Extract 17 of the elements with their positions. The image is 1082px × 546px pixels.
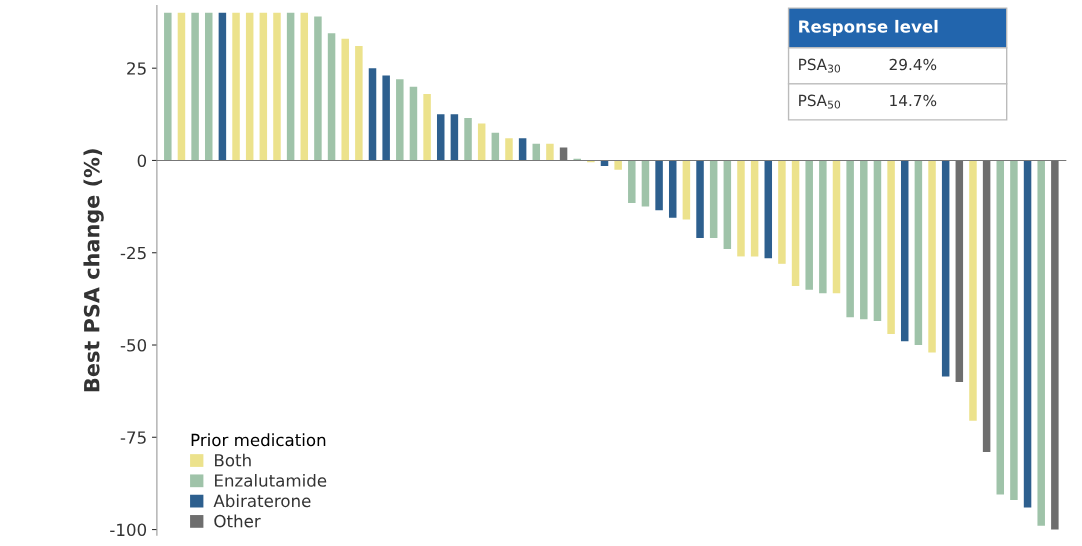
y-tick-label: -100 bbox=[110, 523, 147, 537]
y-tick-label: -25 bbox=[120, 246, 146, 260]
y-tick-label: 25 bbox=[127, 62, 146, 75]
legend-label: Abiraterone bbox=[213, 494, 311, 508]
y-tick-label: 0 bbox=[137, 154, 147, 168]
legend-label: Enzalutamide bbox=[215, 473, 327, 487]
legend-label: Both bbox=[215, 453, 251, 467]
legend-label: Other bbox=[214, 514, 261, 528]
annotation: PSA$_{50}$ bbox=[799, 94, 841, 109]
y-axis-title: Best PSA change (%) bbox=[83, 149, 104, 392]
annotation: 29.4% bbox=[889, 58, 937, 71]
legend-title: Prior medication bbox=[191, 433, 326, 447]
annotation: 14.7% bbox=[890, 94, 937, 107]
y-tick-label: -75 bbox=[120, 431, 146, 444]
y-tick-label: -50 bbox=[120, 338, 147, 352]
annotation: Response level bbox=[799, 19, 938, 37]
annotation: PSA$_{30}$ bbox=[799, 58, 841, 73]
